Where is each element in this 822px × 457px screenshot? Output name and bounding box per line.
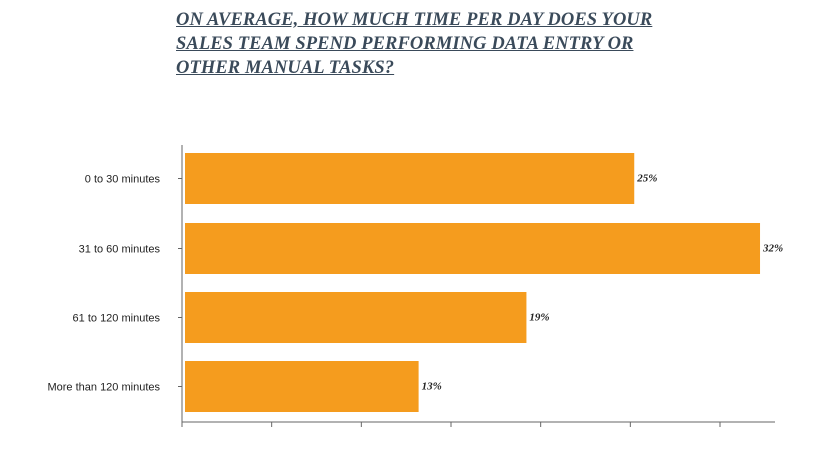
value-label-3: 19%	[529, 312, 549, 324]
bar-1	[185, 153, 635, 204]
bar-4	[185, 361, 419, 412]
title-line-3: OTHER MANUAL TASKS?	[176, 58, 395, 78]
value-label-2: 32%	[762, 243, 783, 255]
category-label-1: 0 to 30 minutes	[85, 174, 161, 186]
value-label-4: 13%	[422, 381, 442, 393]
title-line-2: SALES TEAM SPEND PERFORMING DATA ENTRY O…	[176, 34, 634, 54]
title-line-1: ON AVERAGE, HOW MUCH TIME PER DAY DOES Y…	[176, 10, 653, 30]
category-label-2: 31 to 60 minutes	[79, 244, 161, 256]
category-label-3: 61 to 120 minutes	[73, 313, 161, 325]
bar-3	[185, 292, 527, 343]
chart-title: ON AVERAGE, HOW MUCH TIME PER DAY DOES Y…	[176, 8, 736, 80]
value-label-1: 25%	[636, 173, 657, 185]
bar-2	[185, 223, 761, 274]
category-label-4: More than 120 minutes	[47, 382, 160, 394]
